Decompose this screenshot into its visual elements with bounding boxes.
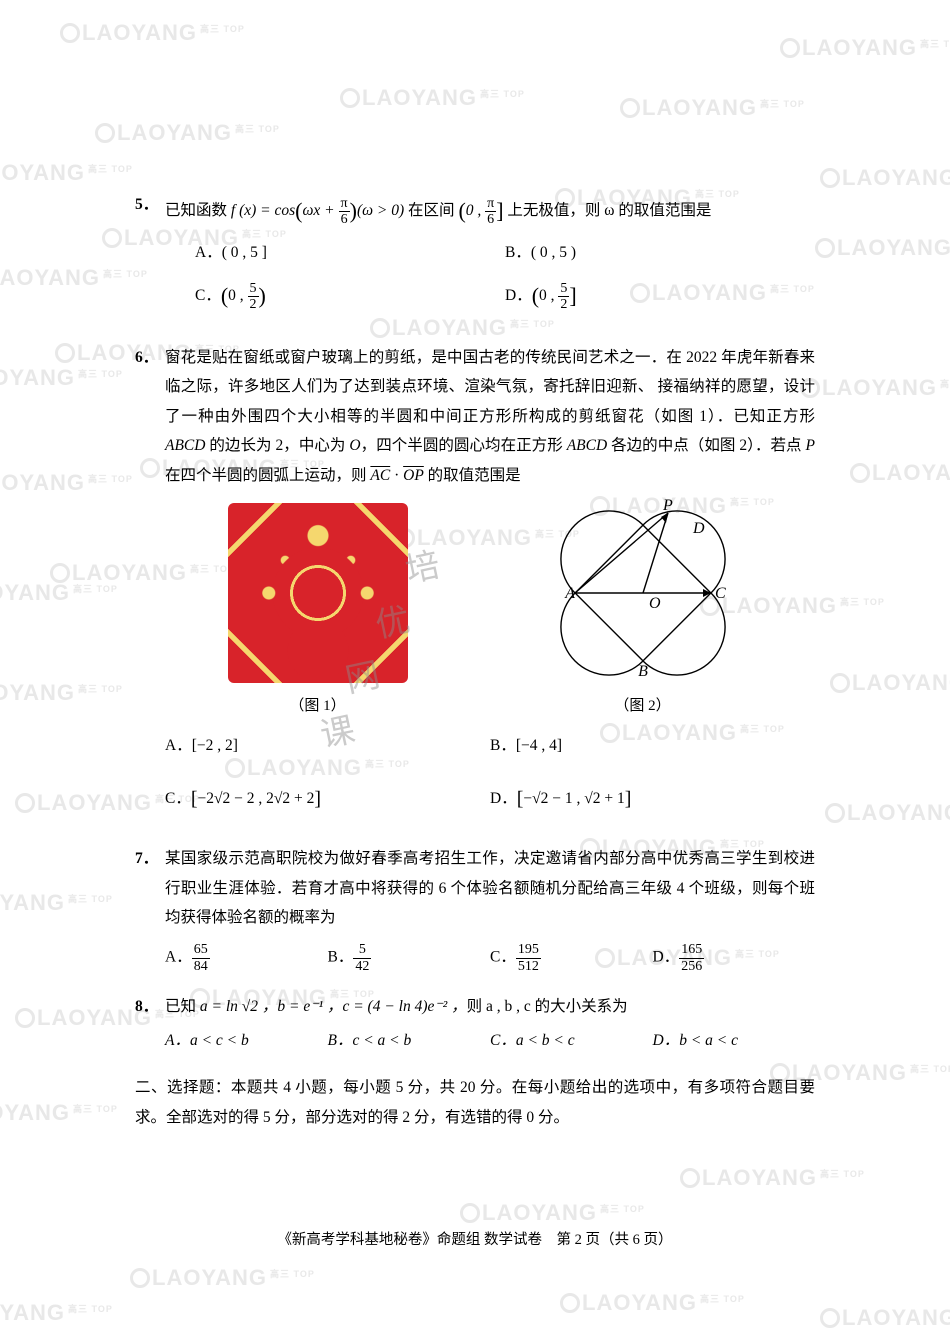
svg-text:D: D [692, 520, 705, 537]
question-7: 7． 某国家级示范高职院校为做好春季高考招生工作，决定邀请省内部分高中优秀高三学… [135, 844, 815, 974]
question-stem: 某国家级示范高职院校为做好春季高考招生工作，决定邀请省内部分高中优秀高三学生到校… [165, 844, 815, 932]
question-number: 7． [135, 844, 165, 974]
page-footer: 《新高考学科基地秘卷》命题组 数学试卷 第 2 页（共 6 页） [0, 1228, 950, 1249]
option-d: D．165256 [653, 942, 816, 974]
option-d: D．b < a < c [653, 1026, 816, 1055]
option-a: A．a < c < b [165, 1026, 328, 1055]
option-b: B．[−4 , 4] [490, 731, 815, 760]
option-a: A．[−2 , 2] [165, 731, 490, 760]
watermark: LAOYANG高三 TOP [820, 1305, 950, 1331]
option-b: B．( 0 , 5 ) [505, 238, 815, 267]
question-number: 6． [135, 343, 165, 826]
svg-text:C: C [715, 585, 726, 602]
svg-text:B: B [638, 663, 648, 680]
option-a: A．6584 [165, 942, 328, 974]
question-stem: 窗花是贴在窗纸或窗户玻璃上的剪纸，是中国古老的传统民间艺术之一．在 2022 年… [165, 343, 815, 490]
question-number: 8． [135, 992, 165, 1055]
question-8: 8． 已知 a = ln √2 ，b = e⁻¹ ，c = (4 − ln 4)… [135, 992, 815, 1055]
fig1-caption: （图 1） [228, 692, 408, 721]
option-a: A．( 0 , 5 ] [195, 238, 505, 267]
option-d: D．[−√2 − 1 , √2 + 1] [490, 780, 815, 818]
question-6: 6． 窗花是贴在窗纸或窗户玻璃上的剪纸，是中国古老的传统民间艺术之一．在 202… [135, 343, 815, 826]
question-5: 5． 已知函数 f (x) = cos(ωx + π6)(ω > 0) 在区间 … [135, 190, 815, 325]
figure-1 [228, 503, 408, 683]
option-b: B．542 [328, 942, 491, 974]
option-b: B．c < a < b [328, 1026, 491, 1055]
page-content: 5． 已知函数 f (x) = cos(ωx + π6)(ω > 0) 在区间 … [0, 0, 950, 1132]
svg-text:A: A [564, 585, 575, 602]
watermark: LAOYANG高三 TOP [130, 1265, 315, 1291]
watermark: LAOYANG高三 TOP [460, 1200, 645, 1226]
watermark: LAOYANG高三 TOP [0, 1300, 113, 1326]
option-d: D．(0 , 52] [505, 275, 815, 317]
option-c: C．a < b < c [490, 1026, 653, 1055]
svg-text:O: O [649, 595, 661, 612]
watermark: LAOYANG高三 TOP [560, 1290, 745, 1316]
option-c: C．195512 [490, 942, 653, 974]
section-2-heading: 二、选择题：本题共 4 小题，每小题 5 分，共 20 分。在每小题给出的选项中… [135, 1073, 815, 1132]
option-c: C．[−2√2 − 2 , 2√2 + 2] [165, 780, 490, 818]
fig2-caption: （图 2） [533, 692, 753, 721]
option-c: C．(0 , 52) [195, 275, 505, 317]
svg-text:P: P [662, 498, 673, 514]
question-number: 5． [135, 190, 165, 325]
figure-2: A C B D P O [533, 498, 753, 688]
question-stem: 已知 a = ln √2 ，b = e⁻¹ ，c = (4 − ln 4)e⁻²… [165, 992, 815, 1021]
question-stem: 已知函数 f (x) = cos(ωx + π6)(ω > 0) 在区间 (0 … [165, 190, 815, 232]
watermark: LAOYANG高三 TOP [680, 1165, 865, 1191]
